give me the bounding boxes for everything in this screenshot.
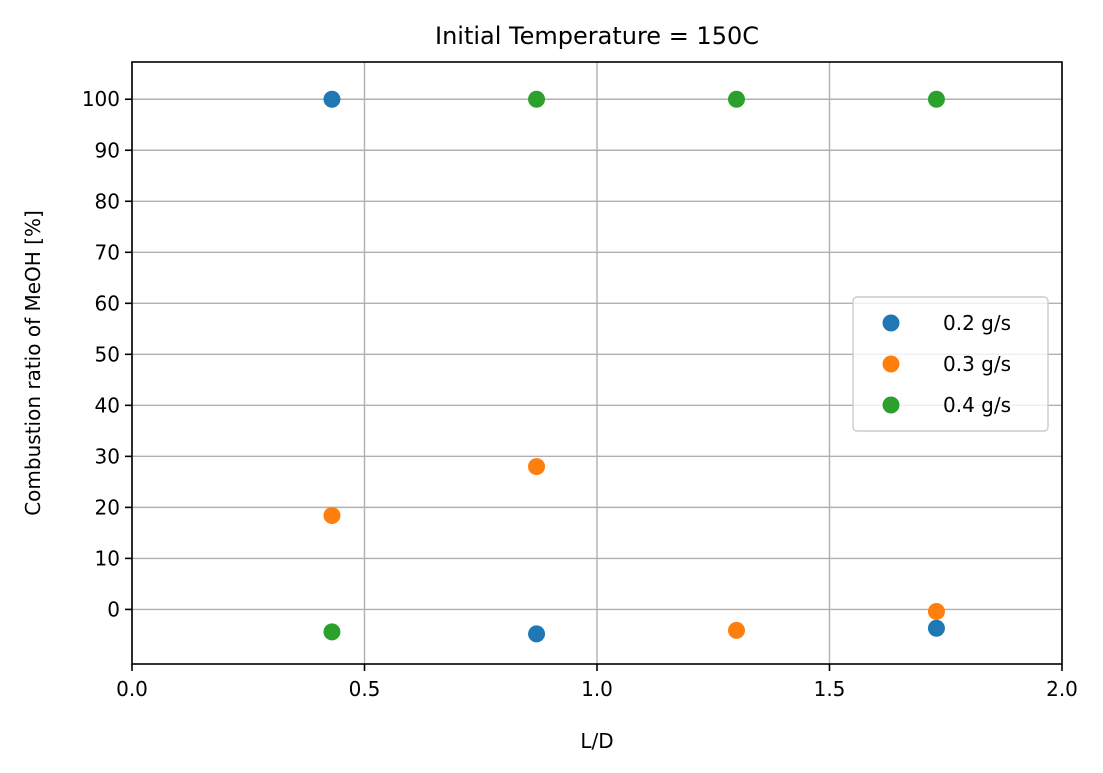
legend-box <box>852 296 1049 432</box>
x-tick-label: 1.5 <box>814 677 846 701</box>
y-tick-label: 40 <box>95 393 120 417</box>
legend-marker <box>882 396 900 414</box>
legend-label: 0.4 g/s <box>943 393 1011 417</box>
y-tick-label: 100 <box>82 87 120 111</box>
data-point <box>323 90 341 108</box>
legend-label: 0.2 g/s <box>943 311 1011 335</box>
data-point <box>927 602 945 620</box>
data-point <box>927 90 945 108</box>
y-tick-label: 30 <box>95 444 120 468</box>
x-axis-ticks: 0.0 0.5 1.0 1.5 2.0 <box>116 664 1078 701</box>
y-tick-label: 50 <box>95 342 120 366</box>
data-point <box>528 625 546 643</box>
y-axis-label: Combustion ratio of MeOH [%] <box>21 210 45 516</box>
legend: 0.2 g/s 0.3 g/s 0.4 g/s <box>852 296 1049 432</box>
y-tick-label: 90 <box>95 138 120 162</box>
y-tick-label: 70 <box>95 240 120 264</box>
data-point <box>528 458 546 476</box>
y-axis-ticks: 0 10 20 30 40 50 60 70 80 90 100 <box>82 87 132 621</box>
legend-marker <box>882 355 900 373</box>
y-tick-label: 20 <box>95 495 120 519</box>
data-point <box>323 623 341 641</box>
x-tick-label: 0.5 <box>349 677 381 701</box>
legend-marker <box>882 314 900 332</box>
data-point <box>728 621 745 639</box>
x-tick-label: 0.0 <box>116 677 148 701</box>
chart-title: Initial Temperature = 150C <box>435 22 759 50</box>
data-point <box>728 90 745 108</box>
x-axis-label: L/D <box>580 729 613 753</box>
legend-label: 0.3 g/s <box>943 352 1011 376</box>
data-points <box>323 90 945 643</box>
y-tick-label: 60 <box>95 291 120 315</box>
x-tick-label: 1.0 <box>581 677 613 701</box>
data-point <box>323 507 341 525</box>
data-point <box>927 619 945 637</box>
data-point <box>528 90 546 108</box>
y-tick-label: 80 <box>95 189 120 213</box>
y-tick-label: 0 <box>107 597 120 621</box>
x-tick-label: 2.0 <box>1046 677 1078 701</box>
y-tick-label: 10 <box>95 546 120 570</box>
